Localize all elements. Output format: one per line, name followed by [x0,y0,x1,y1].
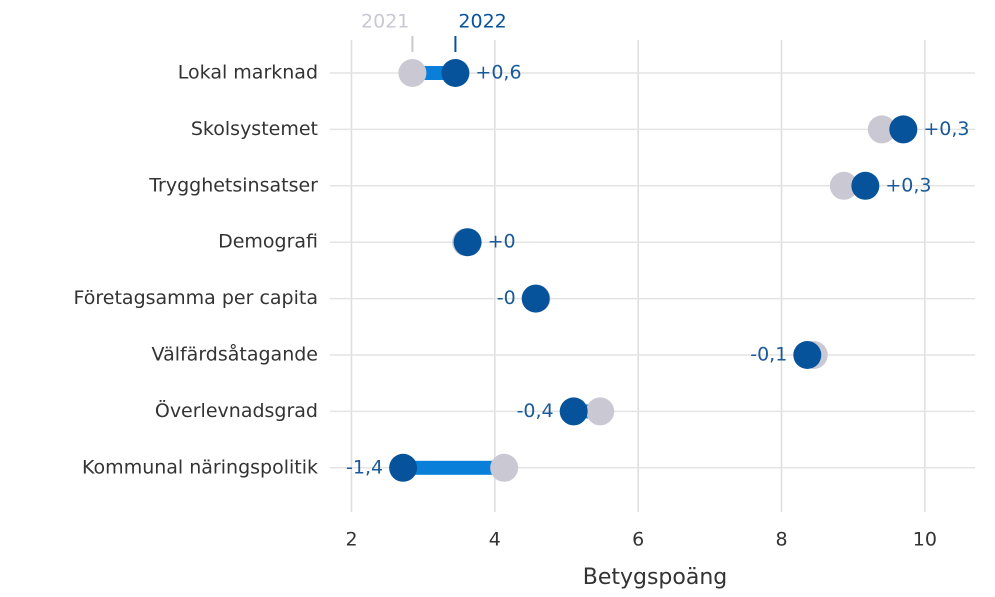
x-tick-label: 2 [345,529,357,551]
legend-label: 2021 [361,11,409,33]
x-tick-label: 8 [775,529,787,551]
category-label: Demografi [218,231,318,253]
dot-2022 [889,115,918,144]
dot-2022 [441,59,470,87]
category-label: Trygghetsinsatser [148,174,318,196]
dot-2022 [389,453,418,482]
change-label: +0 [488,231,516,253]
dot-2021 [829,171,858,200]
category-label: Företagsamma per capita [74,287,318,309]
category-label: Skolsystemet [191,118,318,140]
x-axis-label: Betygspoäng [583,565,728,590]
x-tick-label: 4 [489,529,501,551]
change-bar [403,460,505,475]
x-tick-label: 6 [632,529,644,551]
change-label: -0,4 [517,400,554,422]
dot-2022 [851,171,880,200]
dot-2022 [793,341,822,369]
dot-2022 [559,397,588,426]
change-label: +0,3 [885,174,931,196]
change-label: -1,4 [346,456,383,478]
dot-2021 [586,397,615,426]
category-label: Överlevnadsgrad [155,399,318,422]
dot-2022 [521,284,550,313]
change-label: +0,6 [475,62,521,84]
change-label: -0,1 [750,344,787,366]
dot-2021 [490,453,519,482]
category-label: Lokal marknad [178,62,318,84]
change-label: +0,3 [923,118,969,140]
change-label: -0 [497,287,516,309]
x-tick-label: 10 [913,529,937,551]
dot-2022 [453,228,482,257]
legend-label: 2022 [458,11,506,33]
category-label: Kommunal näringspolitik [82,456,318,478]
dot-2021 [867,115,896,144]
dot-2021 [398,59,427,87]
category-label: Välfärdsåtagande [152,343,318,366]
